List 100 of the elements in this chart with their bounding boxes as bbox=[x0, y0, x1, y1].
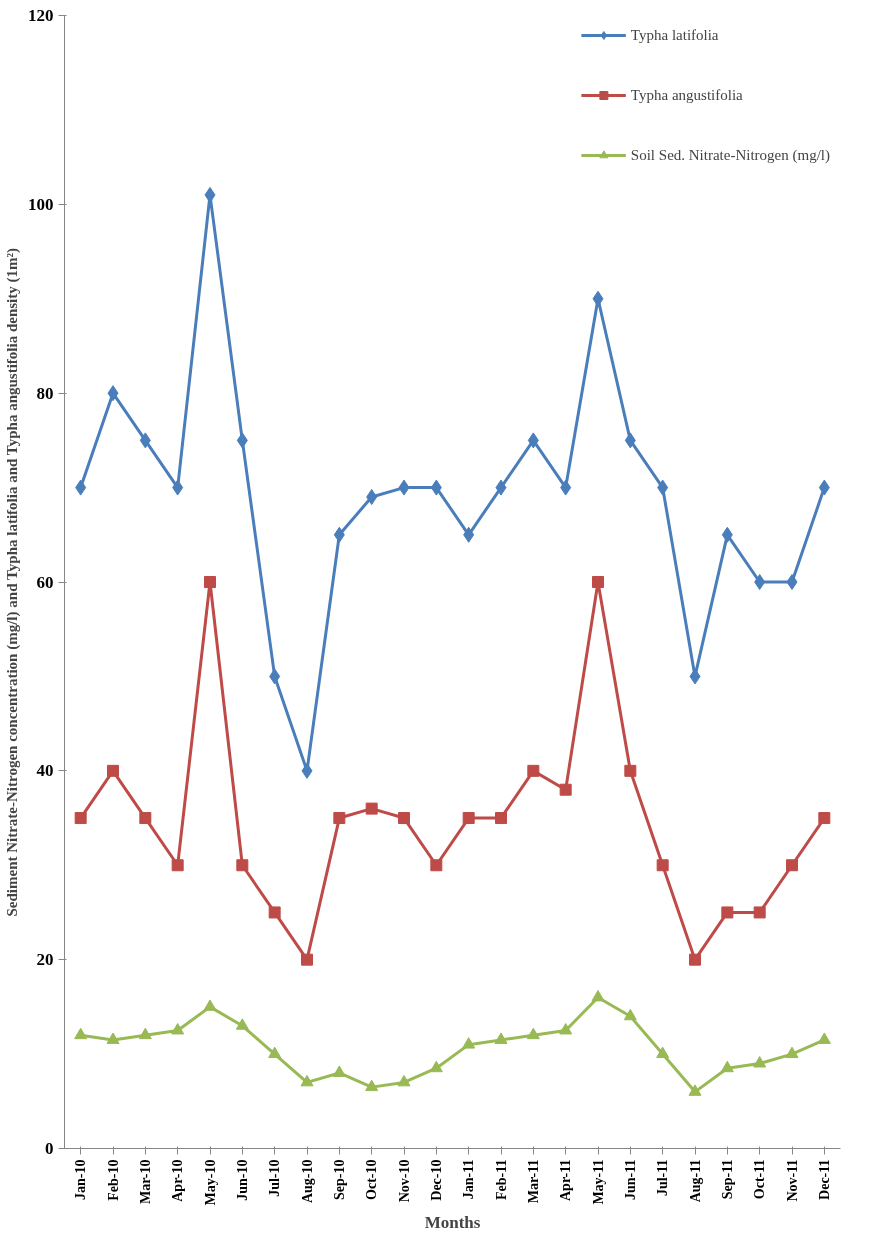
point bbox=[818, 812, 831, 825]
point bbox=[818, 479, 830, 496]
y-tick-label: 100 bbox=[28, 194, 54, 214]
point bbox=[720, 1060, 734, 1073]
point bbox=[107, 764, 119, 777]
point bbox=[429, 1060, 443, 1073]
y-tick-label: 80 bbox=[36, 383, 54, 403]
point bbox=[721, 906, 734, 919]
y-tick-label: 40 bbox=[36, 761, 54, 781]
x-tick-label: Sep-11 bbox=[719, 1159, 735, 1200]
point bbox=[657, 479, 669, 496]
point bbox=[688, 1084, 702, 1096]
point bbox=[139, 432, 151, 449]
point bbox=[301, 953, 313, 966]
point bbox=[527, 764, 540, 777]
x-tick-label: Nov-10 bbox=[396, 1159, 412, 1203]
point bbox=[656, 859, 669, 872]
point bbox=[75, 479, 87, 496]
point bbox=[559, 783, 572, 796]
x-tick-label: Jul-10 bbox=[267, 1159, 283, 1197]
point bbox=[333, 526, 345, 543]
x-tick-label: Aug-11 bbox=[687, 1159, 703, 1203]
point bbox=[623, 1008, 637, 1021]
point bbox=[268, 906, 281, 919]
point bbox=[495, 812, 507, 825]
point bbox=[817, 1032, 831, 1044]
point bbox=[656, 1046, 670, 1059]
x-tick-label: Jun-11 bbox=[622, 1159, 638, 1200]
point bbox=[754, 574, 766, 590]
point bbox=[204, 576, 216, 588]
point bbox=[624, 764, 637, 777]
point bbox=[300, 1074, 314, 1087]
x-tick-label: Sep-10 bbox=[331, 1159, 347, 1200]
legend-label: Typha latifolia bbox=[630, 26, 719, 44]
x-tick-label: May-11 bbox=[590, 1159, 606, 1205]
point bbox=[398, 812, 410, 825]
x-tick-label: Nov-11 bbox=[784, 1159, 800, 1202]
point bbox=[592, 576, 604, 588]
y-tick-label: 0 bbox=[45, 1139, 54, 1158]
point bbox=[753, 906, 766, 919]
x-tick-label: Oct-11 bbox=[752, 1159, 768, 1200]
x-tick-label: Jun-10 bbox=[234, 1159, 250, 1201]
point bbox=[236, 432, 248, 449]
point bbox=[398, 479, 410, 496]
point bbox=[559, 1023, 573, 1035]
point bbox=[430, 479, 442, 496]
point bbox=[74, 812, 87, 825]
point bbox=[203, 999, 217, 1011]
point bbox=[462, 812, 475, 825]
point bbox=[494, 1032, 508, 1044]
point bbox=[366, 489, 378, 506]
point bbox=[591, 990, 605, 1002]
point bbox=[786, 574, 798, 590]
y-tick-label: 60 bbox=[36, 572, 54, 592]
x-tick-label: Feb-11 bbox=[493, 1159, 509, 1200]
point bbox=[74, 1027, 88, 1040]
x-tick-label: Aug-10 bbox=[299, 1159, 315, 1204]
point bbox=[235, 1018, 249, 1030]
x-tick-label: Dec-10 bbox=[428, 1159, 444, 1201]
point bbox=[171, 859, 184, 872]
point bbox=[526, 1027, 540, 1040]
point bbox=[236, 859, 249, 872]
point bbox=[269, 668, 281, 685]
x-tick-label: May-10 bbox=[202, 1159, 218, 1206]
x-tick-label: Feb-10 bbox=[105, 1159, 121, 1201]
point bbox=[624, 432, 636, 449]
point bbox=[365, 802, 378, 815]
point bbox=[365, 1079, 379, 1092]
point bbox=[560, 479, 572, 496]
point bbox=[495, 479, 507, 496]
point bbox=[332, 1065, 346, 1077]
point bbox=[462, 1037, 476, 1049]
point bbox=[301, 762, 313, 779]
y-tick-label: 120 bbox=[28, 6, 54, 25]
point bbox=[786, 859, 798, 872]
point bbox=[139, 812, 152, 825]
legend-label: Typha angustifolia bbox=[630, 86, 743, 104]
x-tick-label: Oct-10 bbox=[364, 1159, 380, 1200]
point bbox=[785, 1046, 799, 1059]
point bbox=[463, 526, 475, 543]
point bbox=[753, 1056, 767, 1068]
x-tick-label: Dec-11 bbox=[816, 1159, 832, 1200]
x-tick-label: Jan-10 bbox=[73, 1159, 89, 1200]
y-tick-label: 20 bbox=[36, 950, 54, 970]
point bbox=[689, 953, 701, 966]
point bbox=[430, 859, 443, 872]
x-tick-label: Jul-11 bbox=[655, 1159, 671, 1197]
point bbox=[107, 385, 119, 402]
point bbox=[138, 1027, 152, 1040]
x-tick-label: Jan-11 bbox=[461, 1159, 477, 1200]
point bbox=[397, 1074, 411, 1087]
x-tick-label: Apr-10 bbox=[170, 1159, 186, 1202]
x-tick-label: Mar-11 bbox=[525, 1159, 541, 1204]
point bbox=[721, 526, 733, 543]
y-axis-title: Sediment Nitrate-Nitrogen concentration (mg/l) and Typha latifolia and Typha angustifolia density (1m²) bbox=[4, 247, 21, 917]
point bbox=[106, 1032, 120, 1044]
point bbox=[268, 1046, 282, 1059]
legend-label: Soil Sed. Nitrate-Nitrogen (mg/l) bbox=[630, 146, 830, 164]
point bbox=[527, 432, 539, 449]
point bbox=[171, 1023, 185, 1035]
